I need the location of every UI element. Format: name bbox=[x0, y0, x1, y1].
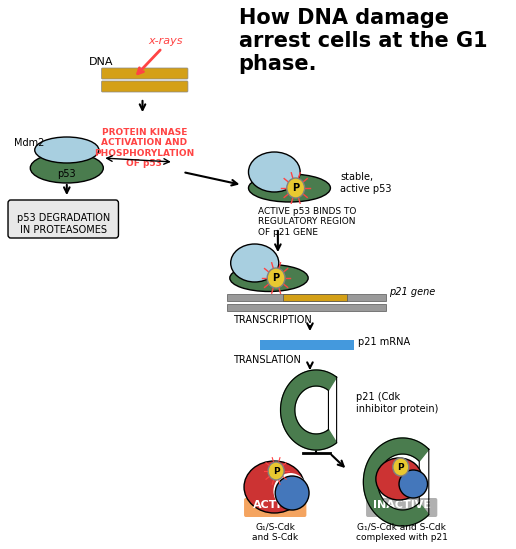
Ellipse shape bbox=[249, 152, 300, 192]
Text: G₁/S-Cdk
and S-Cdk: G₁/S-Cdk and S-Cdk bbox=[252, 523, 298, 542]
Text: How DNA damage
arrest cells at the G1
phase.: How DNA damage arrest cells at the G1 ph… bbox=[239, 8, 487, 75]
Text: DNA: DNA bbox=[89, 57, 114, 67]
Polygon shape bbox=[363, 438, 429, 526]
Text: P: P bbox=[397, 462, 404, 472]
Ellipse shape bbox=[230, 265, 308, 292]
Ellipse shape bbox=[249, 174, 330, 202]
Text: TRANSLATION: TRANSLATION bbox=[233, 355, 301, 365]
Text: G₁/S-Cdk and S-Cdk
complexed with p21: G₁/S-Cdk and S-Cdk complexed with p21 bbox=[356, 523, 447, 542]
Ellipse shape bbox=[30, 153, 103, 183]
Text: stable,
active p53: stable, active p53 bbox=[340, 172, 392, 194]
Ellipse shape bbox=[376, 458, 422, 500]
Text: P: P bbox=[292, 183, 299, 193]
Text: p21 gene: p21 gene bbox=[389, 287, 436, 297]
Ellipse shape bbox=[399, 470, 428, 498]
Text: p53: p53 bbox=[57, 169, 76, 179]
Text: P: P bbox=[273, 467, 279, 475]
FancyBboxPatch shape bbox=[227, 294, 385, 301]
FancyBboxPatch shape bbox=[102, 81, 188, 92]
Text: ACTIVE: ACTIVE bbox=[253, 500, 298, 510]
Circle shape bbox=[268, 462, 284, 480]
Ellipse shape bbox=[231, 244, 279, 282]
FancyBboxPatch shape bbox=[366, 498, 437, 517]
FancyBboxPatch shape bbox=[260, 340, 353, 350]
Ellipse shape bbox=[275, 476, 309, 510]
Circle shape bbox=[267, 268, 285, 288]
Ellipse shape bbox=[35, 137, 99, 163]
FancyBboxPatch shape bbox=[244, 498, 307, 517]
Text: ACTIVE p53 BINDS TO
REGULATORY REGION
OF p21 GENE: ACTIVE p53 BINDS TO REGULATORY REGION OF… bbox=[259, 207, 357, 237]
Text: p21 (Cdk
inhibitor protein): p21 (Cdk inhibitor protein) bbox=[356, 392, 439, 414]
FancyBboxPatch shape bbox=[8, 200, 119, 238]
Text: TRANSCRIPTION: TRANSCRIPTION bbox=[233, 315, 312, 325]
FancyBboxPatch shape bbox=[283, 294, 347, 301]
Text: P: P bbox=[272, 273, 280, 283]
Text: x-rays: x-rays bbox=[149, 36, 183, 46]
Text: INACTIVE: INACTIVE bbox=[373, 500, 431, 510]
FancyBboxPatch shape bbox=[227, 304, 385, 311]
Circle shape bbox=[393, 458, 409, 476]
Text: p53 DEGRADATION
IN PROTEASOMES: p53 DEGRADATION IN PROTEASOMES bbox=[17, 213, 110, 234]
Ellipse shape bbox=[244, 461, 304, 513]
Text: p21 mRNA: p21 mRNA bbox=[358, 337, 410, 347]
Circle shape bbox=[287, 178, 304, 198]
Text: Mdm2: Mdm2 bbox=[14, 138, 44, 148]
Text: PROTEIN KINASE
ACTIVATION AND
PHOSPHORYLATION
OF p53: PROTEIN KINASE ACTIVATION AND PHOSPHORYL… bbox=[94, 128, 195, 168]
Polygon shape bbox=[281, 370, 336, 450]
Ellipse shape bbox=[273, 473, 307, 509]
FancyBboxPatch shape bbox=[102, 68, 188, 79]
